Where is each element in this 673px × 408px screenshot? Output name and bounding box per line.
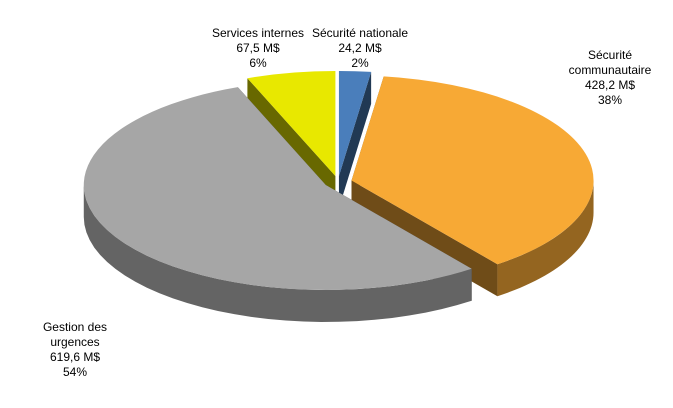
slice-label: Services internes 67,5 M$ 6% (198, 26, 318, 71)
percent-label: 54% (62, 365, 88, 379)
slice (247, 71, 336, 177)
slice-side (83, 184, 472, 322)
category-label: Sécurité communautaire (568, 48, 652, 77)
slice (338, 70, 372, 176)
category-label: Sécurité nationale (311, 26, 409, 40)
value-label: 67,5 M$ (236, 41, 280, 55)
value-label: 24,2 M$ (338, 41, 382, 55)
value-label: 619,6 M$ (49, 350, 101, 364)
percent-label: 2% (351, 56, 369, 70)
percent-label: 6% (249, 56, 267, 70)
slice-side (338, 71, 372, 208)
slice-label: Gestion des urgences 619,6 M$ 54% (30, 320, 120, 380)
slice-label: Sécurité nationale 24,2 M$ 2% (300, 26, 420, 71)
slice-label: Sécurité communautaire 428,2 M$ 38% (560, 48, 660, 108)
value-label: 428,2 M$ (584, 78, 636, 92)
slice (351, 76, 594, 265)
percent-label: 38% (597, 93, 623, 107)
slice-side (497, 180, 594, 297)
slice (83, 87, 472, 290)
category-label: Services internes (211, 26, 305, 40)
category-label: Gestion des urgences (42, 320, 108, 349)
